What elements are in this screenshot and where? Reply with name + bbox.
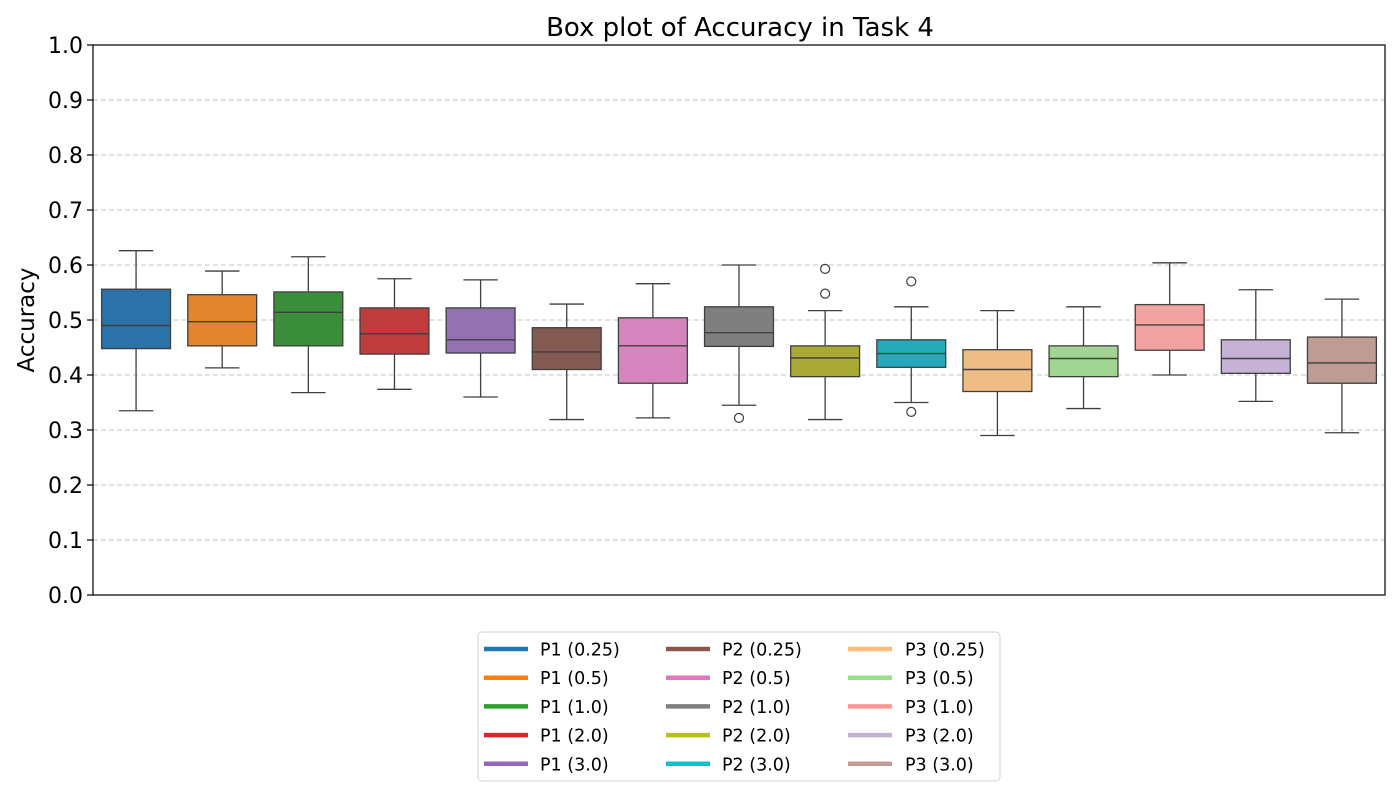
legend-label: P3 (0.25) [905, 641, 985, 661]
box-group [703, 264, 775, 423]
outlier-point [820, 263, 831, 274]
legend: P1 (0.25) P1 (0.5) P1 (1.0) P1 (2.0) P1 (3.0… [477, 631, 1001, 782]
y-tick-label: 0.9 [48, 89, 83, 114]
box-group [187, 270, 258, 369]
box-iqr [445, 307, 516, 354]
legend-frame [477, 631, 1001, 782]
box-iqr [531, 327, 602, 371]
y-tick-label: 0.8 [48, 144, 83, 169]
legend-label: P3 (1.0) [905, 698, 974, 718]
box-group [1220, 289, 1291, 403]
box-iqr [1048, 345, 1119, 378]
box-group [1134, 262, 1205, 376]
box-iqr [1134, 303, 1205, 351]
y-tick-label: 0.1 [48, 529, 83, 554]
box-series [100, 250, 1378, 437]
box-iqr [617, 317, 688, 384]
legend-label: P3 (2.0) [905, 727, 974, 747]
outlier-point [906, 406, 917, 417]
legend-label: P2 (2.0) [722, 727, 791, 747]
legend-label: P2 (0.5) [722, 669, 791, 689]
legend-label: P1 (3.0) [540, 755, 609, 775]
box-group [359, 278, 430, 390]
outlier-point [906, 276, 917, 287]
box-group [617, 283, 688, 419]
box-group [531, 303, 602, 421]
chart-title: Box plot of Accuracy in Task 4 [546, 13, 934, 43]
legend-label: P3 (0.5) [905, 669, 974, 689]
box-group [1306, 298, 1378, 434]
box-iqr [703, 306, 775, 348]
box-group [1048, 306, 1119, 410]
y-axis-ticks: 0.0 0.1 0.2 0.3 0.4 0.5 0.6 0.7 0.8 0.9 1.0 [48, 34, 93, 609]
box-group [790, 263, 861, 421]
y-tick-label: 0.0 [48, 584, 83, 609]
outlier-point [733, 412, 745, 423]
box-iqr [273, 291, 344, 347]
y-tick-label: 0.6 [48, 254, 83, 279]
y-axis-label: Accuracy [14, 267, 40, 372]
legend-label: P3 (3.0) [905, 755, 974, 775]
legend-label: P2 (0.25) [722, 641, 802, 661]
box-group [100, 250, 172, 412]
legend-label: P1 (1.0) [540, 698, 609, 718]
y-tick-label: 1.0 [48, 34, 83, 59]
legend-label: P1 (0.5) [540, 669, 609, 689]
box-iqr [1306, 336, 1378, 384]
box-group [876, 276, 947, 417]
box-group [273, 256, 344, 394]
legend-label: P2 (1.0) [722, 698, 791, 718]
y-tick-label: 0.3 [48, 419, 83, 444]
legend-label: P1 (2.0) [540, 727, 609, 747]
y-tick-label: 0.2 [48, 474, 83, 499]
box-group [445, 279, 516, 398]
y-tick-label: 0.7 [48, 199, 83, 224]
box-iqr [962, 349, 1033, 393]
box-iqr [359, 307, 430, 355]
legend-label: P1 (0.25) [540, 641, 620, 661]
outlier-point [820, 288, 831, 299]
legend-label: P2 (3.0) [722, 755, 791, 775]
box-iqr [1220, 339, 1291, 374]
box-iqr [100, 288, 172, 350]
box-group [962, 309, 1033, 437]
y-tick-label: 0.4 [48, 364, 83, 389]
box-iqr [790, 345, 861, 378]
box-iqr [187, 294, 258, 347]
y-tick-label: 0.5 [48, 309, 83, 334]
